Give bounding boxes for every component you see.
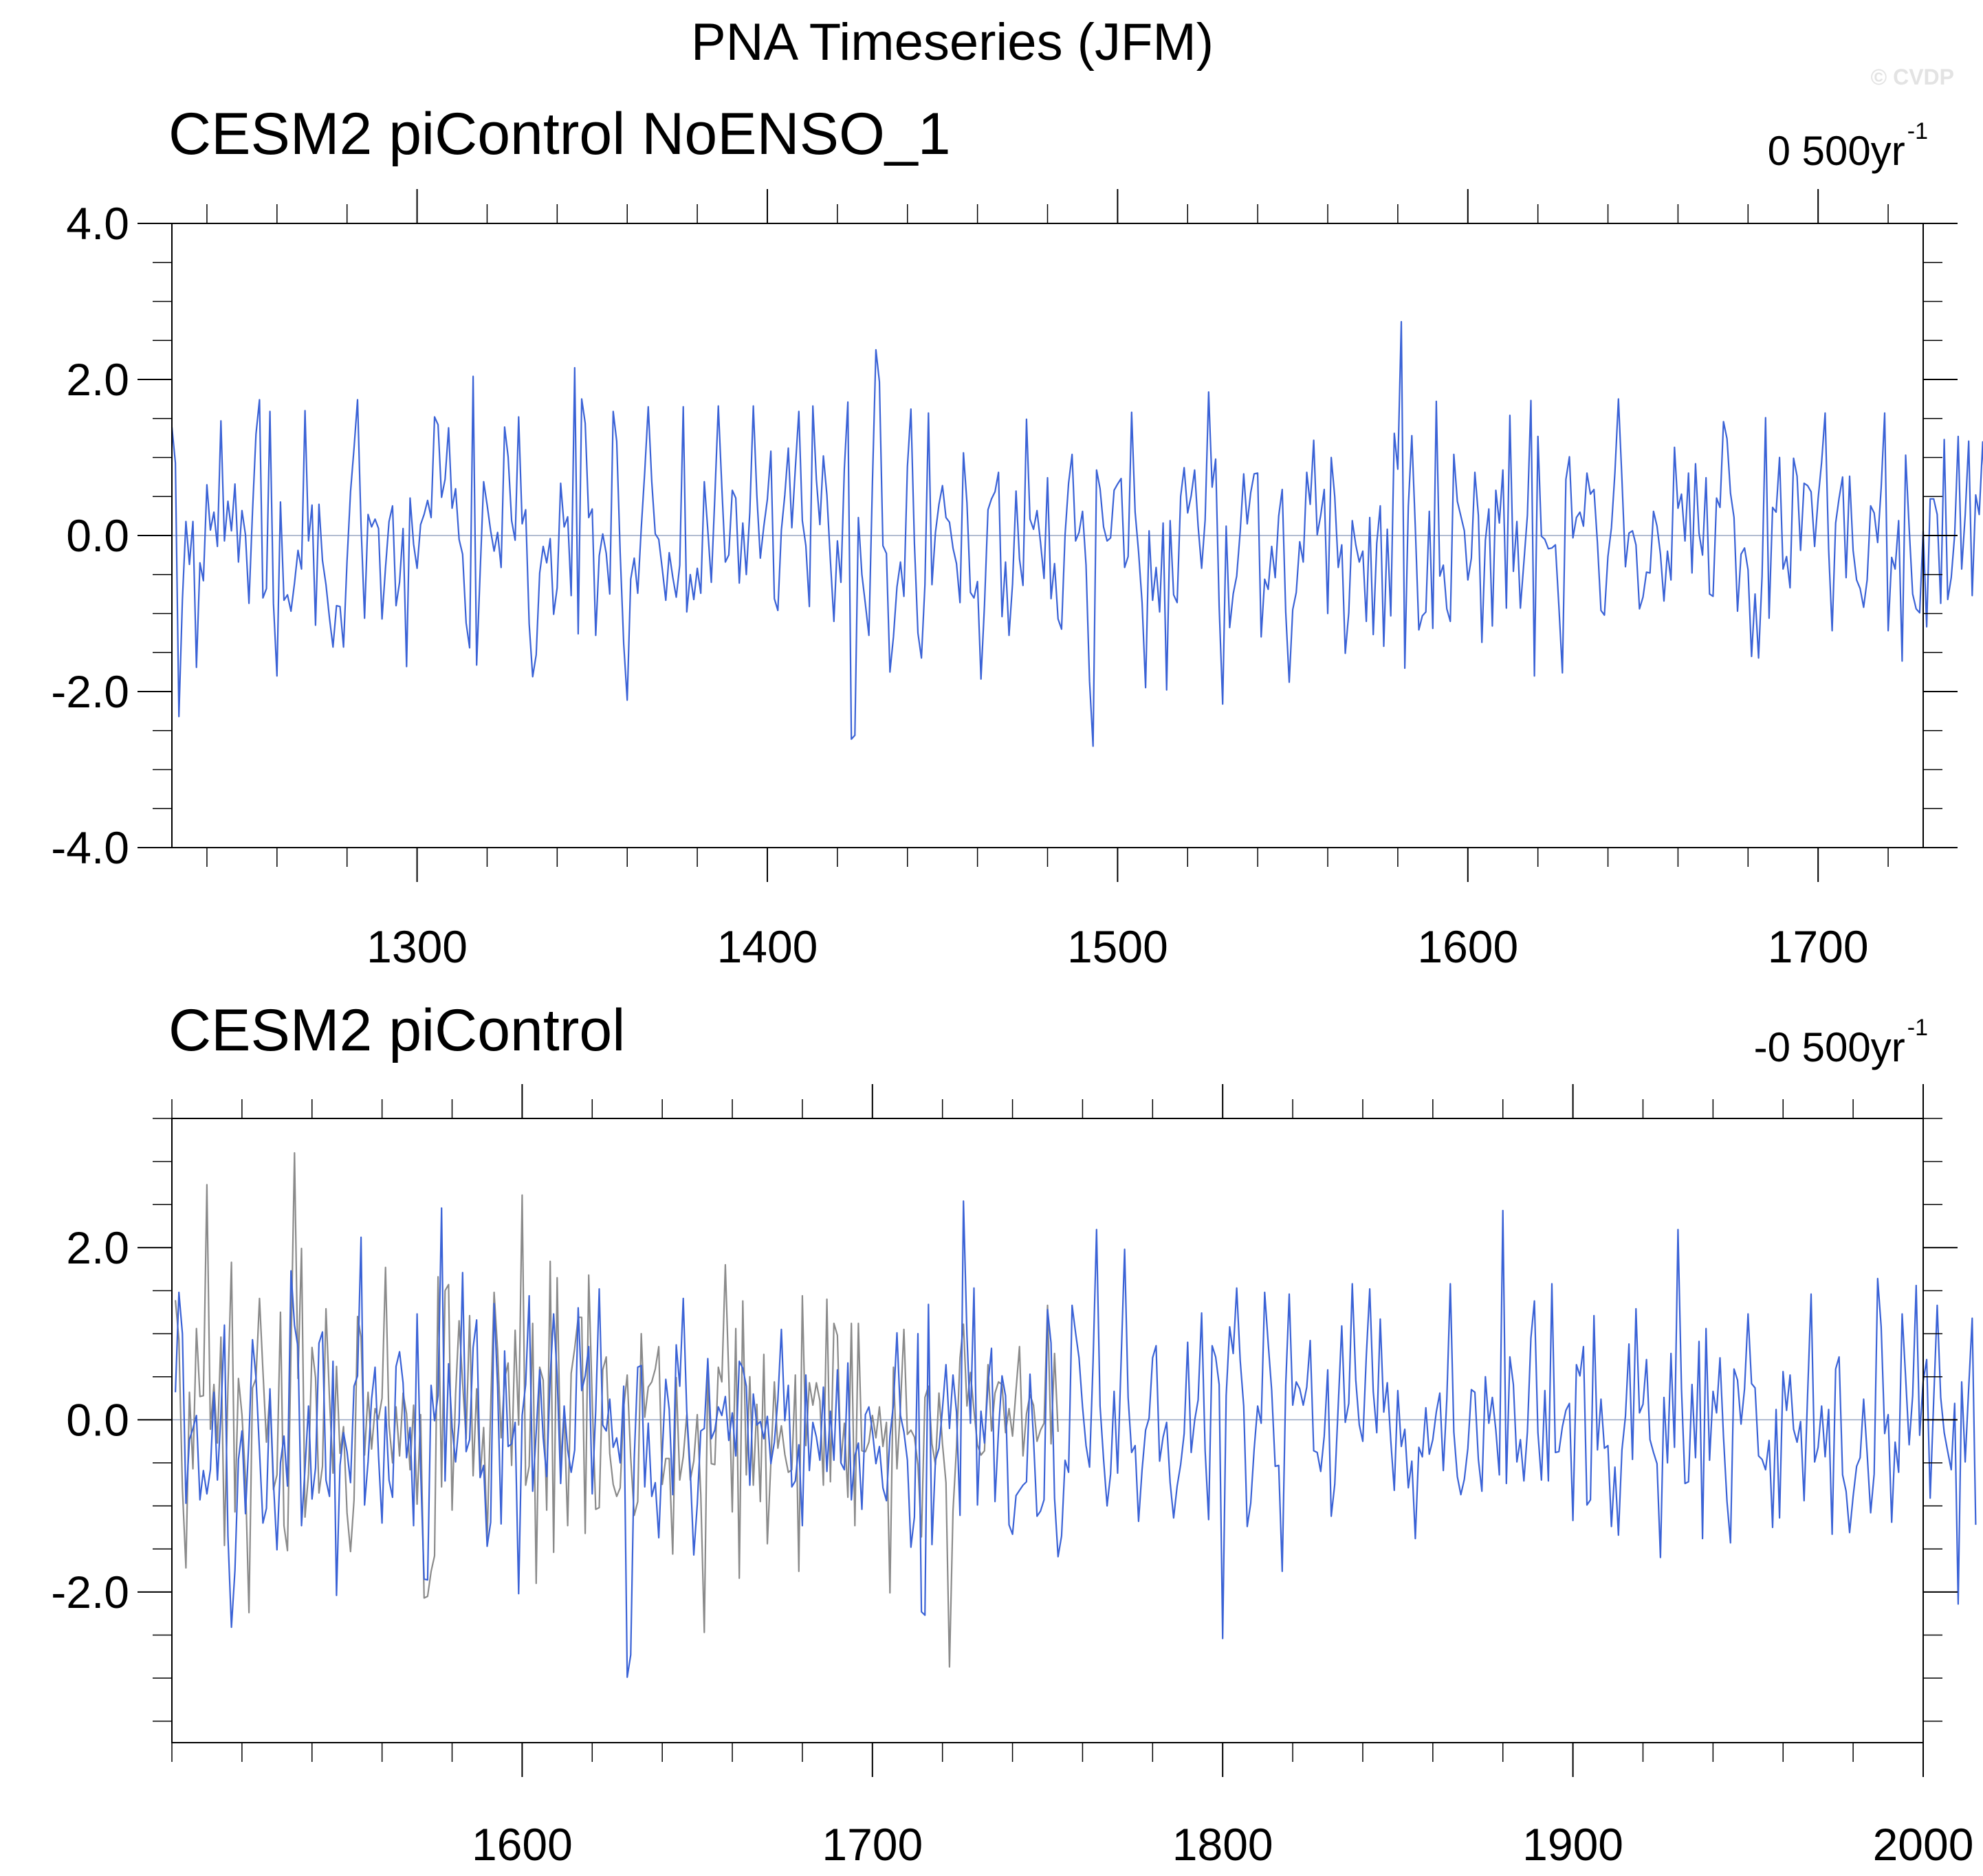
panel-2-xtick-label: 2000 — [1873, 1819, 1974, 1870]
panel-1-trend-text: 0 500yr — [1767, 128, 1905, 174]
panel-1-ytick-label: -4.0 — [51, 822, 129, 873]
watermark-text: © CVDP — [1870, 65, 1954, 89]
panel-1-xtick-label: 1300 — [366, 921, 468, 972]
panel-2-plot-frame — [171, 1118, 1924, 1743]
panel-2-ytick-label: -2.0 — [51, 1567, 129, 1618]
panel-2-series-2-line — [175, 1200, 1977, 1678]
panel-1-trend: 0 500yr-1 — [1768, 118, 1928, 175]
panel-2-xtick-label: 1600 — [472, 1819, 573, 1870]
panel-1-ytick-label: -2.0 — [51, 666, 129, 717]
panel-2-trend-exponent: -1 — [1907, 1015, 1928, 1041]
panel-2-xtick-label: 1900 — [1522, 1819, 1623, 1870]
panel-2-ytick-label: 0.0 — [66, 1394, 129, 1445]
panel-1-xtick-label: 1600 — [1417, 921, 1518, 972]
panel-1-ytick-label: 2.0 — [66, 354, 129, 405]
panel-2-trend: -0 500yr-1 — [1754, 1015, 1928, 1071]
panel-1-ytick-label: 0.0 — [66, 510, 129, 561]
panel-1-trend-exponent: -1 — [1907, 118, 1928, 144]
panel-2-xtick-label: 1700 — [822, 1819, 923, 1870]
figure-title: PNA Timeseries (JFM) — [690, 13, 1214, 71]
panel-2-series-1-line — [175, 1151, 1059, 1668]
panel-2-ytick-label: 2.0 — [66, 1222, 129, 1273]
panel-1-xtick-label: 1700 — [1768, 921, 1869, 972]
panel-1-xtick-label: 1500 — [1067, 921, 1168, 972]
panel-1-xtick-label: 1400 — [717, 921, 818, 972]
panel-2-xtick-label: 1800 — [1172, 1819, 1273, 1870]
panel-1-title: CESM2 piControl NoENSO_1 — [168, 101, 951, 167]
panel-1-series-1-line — [171, 320, 1983, 747]
panel-2-trend-text: -0 500yr — [1753, 1024, 1905, 1070]
panel-2-title: CESM2 piControl — [168, 997, 626, 1063]
panel-1-ytick-label: 4.0 — [66, 198, 129, 249]
